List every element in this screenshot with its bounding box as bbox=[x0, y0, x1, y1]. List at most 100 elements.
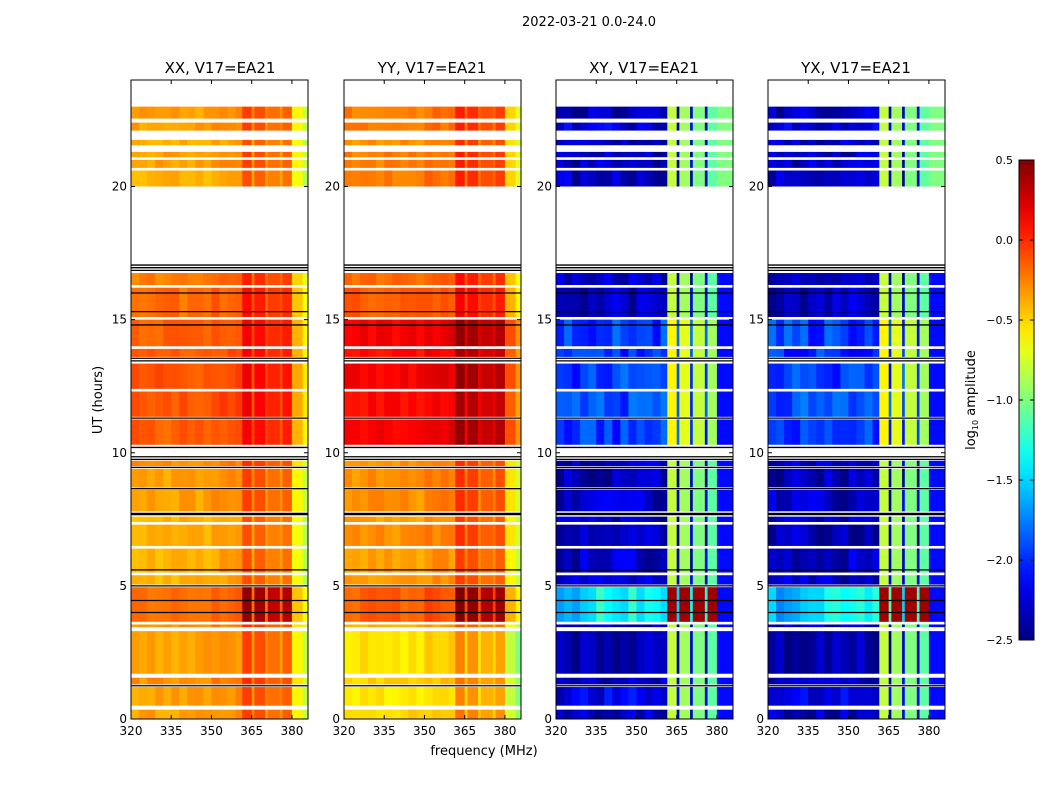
heatmap-cell bbox=[376, 151, 385, 158]
heatmap-cell bbox=[464, 106, 468, 119]
heatmap-cell bbox=[400, 139, 409, 146]
heatmap-cell bbox=[934, 139, 941, 146]
heatmap-cell bbox=[792, 419, 801, 445]
heatmap-cell bbox=[644, 460, 653, 467]
heatmap-cell bbox=[888, 139, 892, 146]
heatmap-cell bbox=[679, 460, 691, 467]
heatmap-cell bbox=[891, 548, 903, 573]
heatmap-cell bbox=[692, 631, 706, 674]
heatmap-cell bbox=[916, 363, 920, 389]
heatmap-cell bbox=[291, 548, 298, 573]
heatmap-cell bbox=[768, 516, 777, 522]
heatmap-cell bbox=[211, 575, 220, 585]
heatmap-cell bbox=[679, 122, 691, 131]
heatmap-cell bbox=[352, 624, 361, 628]
heatmap-cell bbox=[440, 709, 449, 719]
heatmap-cell bbox=[187, 468, 196, 488]
heatmap-cell bbox=[919, 273, 930, 286]
heatmap-cell bbox=[267, 273, 281, 286]
heatmap-cell bbox=[492, 687, 496, 706]
heatmap-cell bbox=[416, 624, 425, 628]
heatmap-cell bbox=[556, 624, 565, 628]
heatmap-cell bbox=[235, 319, 243, 347]
heatmap-cell bbox=[596, 319, 605, 347]
colorbar-label-log: log bbox=[964, 430, 979, 450]
heatmap-cell bbox=[235, 139, 243, 146]
heatmap-cell bbox=[492, 319, 496, 347]
heatmap-cell bbox=[604, 631, 613, 674]
heatmap-cell bbox=[384, 575, 393, 585]
heatmap-cell bbox=[492, 348, 496, 357]
heatmap-cell bbox=[939, 524, 946, 546]
heatmap-cell bbox=[400, 687, 409, 706]
heatmap-cell bbox=[919, 122, 930, 131]
heatmap-cell bbox=[265, 419, 269, 445]
heatmap-cell bbox=[344, 677, 353, 685]
heatmap-cell bbox=[492, 575, 496, 585]
heatmap-cell bbox=[588, 287, 597, 317]
heatmap-cell bbox=[707, 139, 718, 146]
panel-title-yx: YX, V17=EA21 bbox=[800, 59, 911, 77]
heatmap-cell bbox=[596, 273, 605, 286]
heatmap-cell bbox=[235, 122, 243, 131]
heatmap-cell bbox=[864, 516, 873, 522]
heatmap-cell bbox=[360, 106, 369, 119]
heatmap-cell bbox=[919, 170, 930, 187]
heatmap-cell bbox=[848, 151, 857, 158]
heatmap-cell bbox=[848, 687, 857, 706]
heatmap-cell bbox=[265, 287, 269, 317]
heatmap-cell bbox=[265, 468, 269, 488]
heatmap-cell bbox=[652, 170, 661, 187]
heatmap-cell bbox=[707, 575, 718, 585]
heatmap-cell bbox=[211, 624, 220, 628]
heatmap-cell bbox=[478, 468, 482, 488]
heatmap-cell bbox=[179, 524, 188, 546]
heatmap-cell bbox=[495, 709, 506, 719]
heatmap-cell bbox=[171, 524, 180, 546]
x-tick-label: 380 bbox=[493, 724, 516, 738]
heatmap-cell bbox=[934, 624, 941, 628]
heatmap-cell bbox=[242, 677, 253, 685]
heatmap-cell bbox=[235, 170, 243, 187]
heatmap-cell bbox=[919, 575, 930, 585]
heatmap-cell bbox=[344, 575, 353, 585]
heatmap-cell bbox=[352, 687, 361, 706]
heatmap-cell bbox=[768, 363, 777, 389]
heatmap-cell bbox=[267, 631, 281, 674]
heatmap-cell bbox=[455, 319, 466, 347]
heatmap-cell bbox=[478, 348, 482, 357]
heatmap-cell bbox=[707, 106, 718, 119]
heatmap-cell bbox=[679, 273, 691, 286]
heatmap-cell bbox=[690, 587, 694, 622]
heatmap-cell bbox=[816, 631, 825, 674]
heatmap-cell bbox=[448, 348, 456, 357]
heatmap-cell bbox=[800, 624, 809, 628]
heatmap-cell bbox=[660, 575, 668, 585]
heatmap-cell bbox=[564, 348, 573, 357]
heatmap-cell bbox=[564, 624, 573, 628]
heatmap-cell bbox=[139, 348, 148, 357]
heatmap-cell bbox=[279, 548, 283, 573]
heatmap-cell bbox=[888, 709, 892, 719]
heatmap-cell bbox=[784, 709, 793, 719]
heatmap-cell bbox=[279, 516, 283, 522]
heatmap-cell bbox=[808, 139, 817, 146]
heatmap-cell bbox=[792, 151, 801, 158]
heatmap-cell bbox=[297, 687, 304, 706]
heatmap-cell bbox=[864, 587, 873, 622]
heatmap-cell bbox=[556, 348, 565, 357]
heatmap-cell bbox=[596, 106, 605, 119]
heatmap-cell bbox=[464, 490, 468, 512]
heatmap-cell bbox=[872, 151, 880, 158]
heatmap-cell bbox=[187, 151, 196, 158]
heatmap-cell bbox=[352, 587, 361, 622]
heatmap-cell bbox=[139, 273, 148, 286]
heatmap-cell bbox=[478, 170, 482, 187]
heatmap-cell bbox=[495, 151, 506, 158]
heatmap-cell bbox=[515, 159, 522, 168]
heatmap-cell bbox=[808, 151, 817, 158]
heatmap-cell bbox=[352, 516, 361, 522]
heatmap-cell bbox=[235, 348, 243, 357]
heatmap-cell bbox=[179, 319, 188, 347]
heatmap-cell bbox=[480, 287, 494, 317]
